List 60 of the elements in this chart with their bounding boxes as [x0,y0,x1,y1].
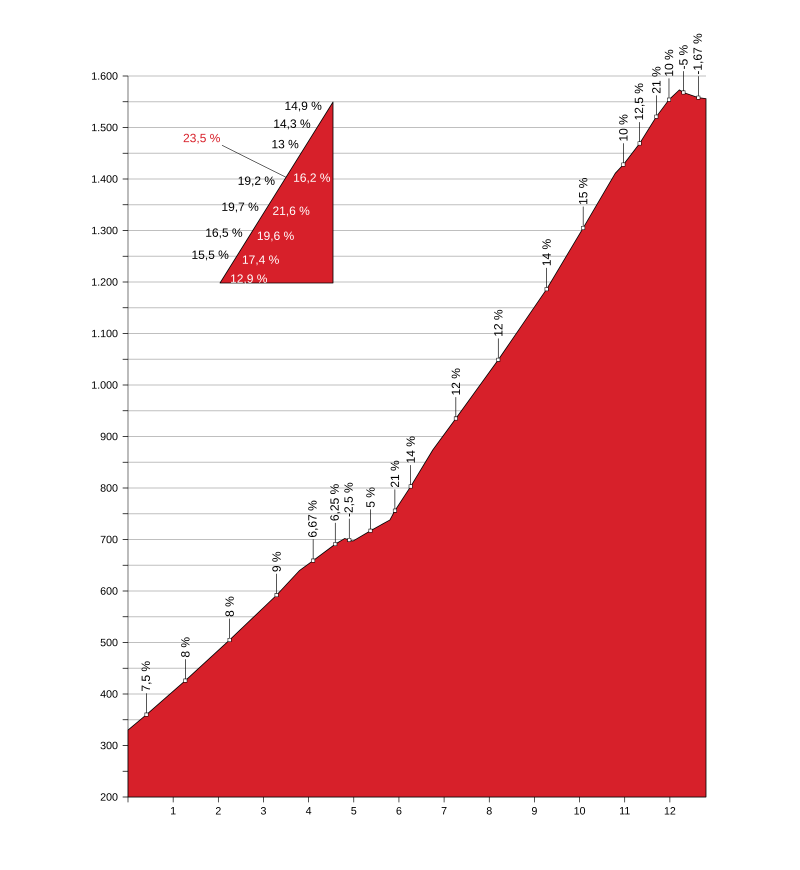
y-tick-label: 1.000 [92,381,118,389]
annotation: 19,7 % [222,202,258,212]
x-tick-label: 11 [620,807,630,814]
x-tick-label: 4 [306,807,312,814]
x-tick-label: 3 [260,807,266,815]
y-tick-label: 1.100 [92,330,118,338]
annotation: 17,4 % [242,255,279,266]
annotation: 10 % [619,114,628,141]
x-tick-label: 12 [664,807,676,814]
x-tick-label: 8 [486,807,492,815]
annotation: -5 % [679,45,688,69]
y-tick-label: 1.200 [92,278,118,286]
annotation: 12 % [452,368,460,395]
annotation: 5 % [366,487,375,508]
annotation: 21 % [652,66,661,94]
annotation: 21 % [390,460,400,488]
y-tick-label: 1.300 [92,226,118,234]
annotation: 8 % [181,637,190,658]
annotation: 23,5 % [184,134,220,144]
x-tick-label: 7 [442,807,447,814]
annotation: 13 % [272,140,298,148]
y-tick-label: 200 [100,793,118,801]
y-tick-label: 900 [100,432,118,440]
annotation: 16,2 % [294,173,330,184]
annotation: 12,9 % [231,274,268,284]
annotation: 19,2 % [238,176,275,186]
x-tick-label: 6 [396,807,402,815]
annotation: 14 % [542,239,551,266]
y-tick-label: 400 [100,690,118,698]
annotation: 12 % [494,310,502,336]
y-tick-label: 1.500 [92,124,118,132]
y-tick-label: 1.400 [92,175,118,183]
annotation: 14,9 % [285,102,322,112]
annotation: 14 % [406,436,415,463]
x-tick-label: 2 [216,807,221,814]
y-tick-label: 300 [100,742,118,750]
x-tick-label: 1 [171,807,176,814]
annotation: 15,5 % [192,250,228,260]
x-tick-label: 5 [351,807,356,814]
annotation: -1,67 % [693,34,704,74]
y-tick-label: 600 [100,587,118,595]
annotation: 8 % [225,596,234,616]
annotation: 7,5 % [142,661,152,691]
annotation: 14,3 % [274,119,310,130]
y-tick-label: 800 [100,484,118,492]
annotation: 10 % [664,50,674,76]
annotation: 6,25 % [330,484,340,521]
y-tick-label: 500 [100,638,118,646]
y-tick-label: 1.600 [92,72,118,80]
y-tick-label: 700 [100,536,118,544]
annotation: -2,5 % [344,482,354,516]
annotation: 6,67 % [308,500,318,538]
annotation: 19,6 % [258,232,294,242]
annotation: 21,6 % [273,206,310,216]
x-tick-label: 9 [532,807,537,815]
annotation: 9 % [272,552,281,572]
annotation: 12,5 % [634,84,645,120]
annotation: 16,5 % [206,228,242,238]
x-tick-label: 10 [574,807,586,815]
annotation: 15 % [578,178,588,204]
